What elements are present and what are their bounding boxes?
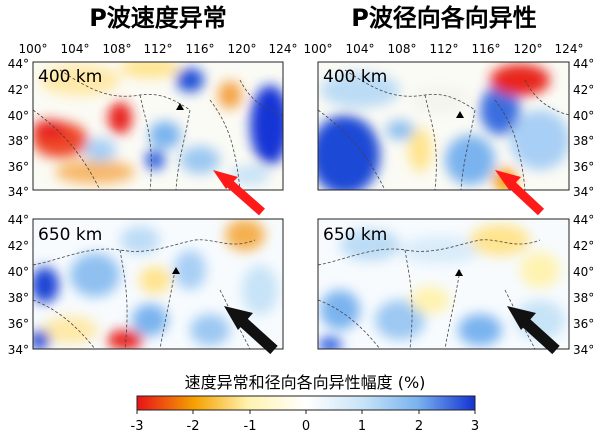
depth-label: 650 km	[38, 225, 102, 245]
lon-tick: 104°	[61, 42, 90, 56]
title-velocity-anomaly: P波速度异常	[89, 4, 227, 32]
colorbar	[136, 395, 476, 411]
colorbar-ticks: -3 -2 -1 0 1 2 3	[131, 410, 479, 434]
lat-tick: 36°	[573, 160, 594, 174]
lon-tick: 104°	[346, 42, 375, 56]
lon-tick: 116°	[472, 42, 501, 56]
colorbar-tick-label: -2	[187, 419, 200, 434]
station-triangle-icon	[172, 267, 180, 274]
colorbar-tick-label: -3	[131, 419, 144, 434]
lon-tick: 120°	[228, 42, 257, 56]
depth-label: 400 km	[38, 67, 102, 87]
lat-tick: 42°	[8, 83, 29, 97]
lon-tick: 112°	[144, 42, 173, 56]
lat-tick: 38°	[8, 291, 29, 305]
lat-ticks-left-bottom: 44° 42° 40° 38° 36° 34°	[8, 213, 29, 357]
station-triangle-icon	[176, 103, 184, 110]
arrow-red-right	[495, 170, 545, 216]
map-anisotropy-650km: 650 km	[317, 218, 570, 350]
lat-tick: 40°	[573, 265, 594, 279]
lat-tick: 44°	[8, 213, 29, 227]
lat-tick: 42°	[8, 239, 29, 253]
lon-tick: 108°	[103, 42, 132, 56]
lat-tick: 36°	[573, 317, 594, 331]
lat-ticks-right-top: 44° 42° 40° 38° 36° 34°	[573, 57, 594, 199]
lat-tick: 36°	[8, 317, 29, 331]
map-velocity-400km: 400 km	[32, 61, 284, 191]
lat-tick: 34°	[8, 185, 29, 199]
lat-tick: 40°	[8, 265, 29, 279]
lat-tick: 34°	[8, 343, 29, 357]
lat-tick: 42°	[573, 83, 594, 97]
lon-tick: 124°	[555, 42, 584, 56]
lon-ticks-right: 100° 104° 108° 112° 116° 120° 124°	[304, 42, 584, 56]
lat-tick: 38°	[573, 134, 594, 148]
lat-tick: 44°	[573, 213, 594, 227]
depth-label: 650 km	[323, 225, 387, 245]
colorbar-tick-label: 2	[415, 419, 423, 434]
arrow-red-left	[213, 170, 265, 216]
lon-tick: 120°	[514, 42, 543, 56]
station-triangle-icon	[455, 269, 463, 276]
lat-ticks-right-bottom: 44° 42° 40° 38° 36° 34°	[573, 213, 594, 357]
lat-tick: 34°	[573, 343, 594, 357]
lon-tick: 116°	[186, 42, 215, 56]
colorbar-tick-label: 3	[471, 419, 479, 434]
lat-tick: 38°	[8, 134, 29, 148]
lon-tick: 112°	[430, 42, 459, 56]
lat-tick: 36°	[8, 160, 29, 174]
station-triangle-icon	[456, 111, 464, 118]
lat-tick: 38°	[573, 291, 594, 305]
arrow-black-right	[507, 306, 560, 355]
lat-tick: 40°	[573, 109, 594, 123]
colorbar-title: 速度异常和径向各向异性幅度 (%)	[185, 373, 426, 392]
colorbar-tick-label: -1	[244, 419, 257, 434]
lat-tick: 40°	[8, 109, 29, 123]
colorbar-tick-label: 0	[302, 419, 310, 434]
lon-tick: 108°	[388, 42, 417, 56]
lon-tick: 100°	[19, 42, 48, 56]
lat-tick: 34°	[573, 185, 594, 199]
lat-ticks-left-top: 44° 42° 40° 38° 36° 34°	[8, 57, 29, 199]
map-anisotropy-400km: 400 km	[317, 61, 570, 191]
lon-tick: 100°	[304, 42, 333, 56]
title-radial-anisotropy: P波径向各向异性	[351, 4, 537, 32]
lat-tick: 44°	[573, 57, 594, 71]
lat-tick: 44°	[8, 57, 29, 71]
depth-label: 400 km	[323, 67, 387, 87]
lat-tick: 42°	[573, 239, 594, 253]
lon-tick: 124°	[269, 42, 298, 56]
arrow-black-left	[224, 306, 278, 355]
lon-ticks-left: 100° 104° 108° 112° 116° 120° 124°	[19, 42, 298, 56]
colorbar-tick-label: 1	[358, 419, 366, 434]
